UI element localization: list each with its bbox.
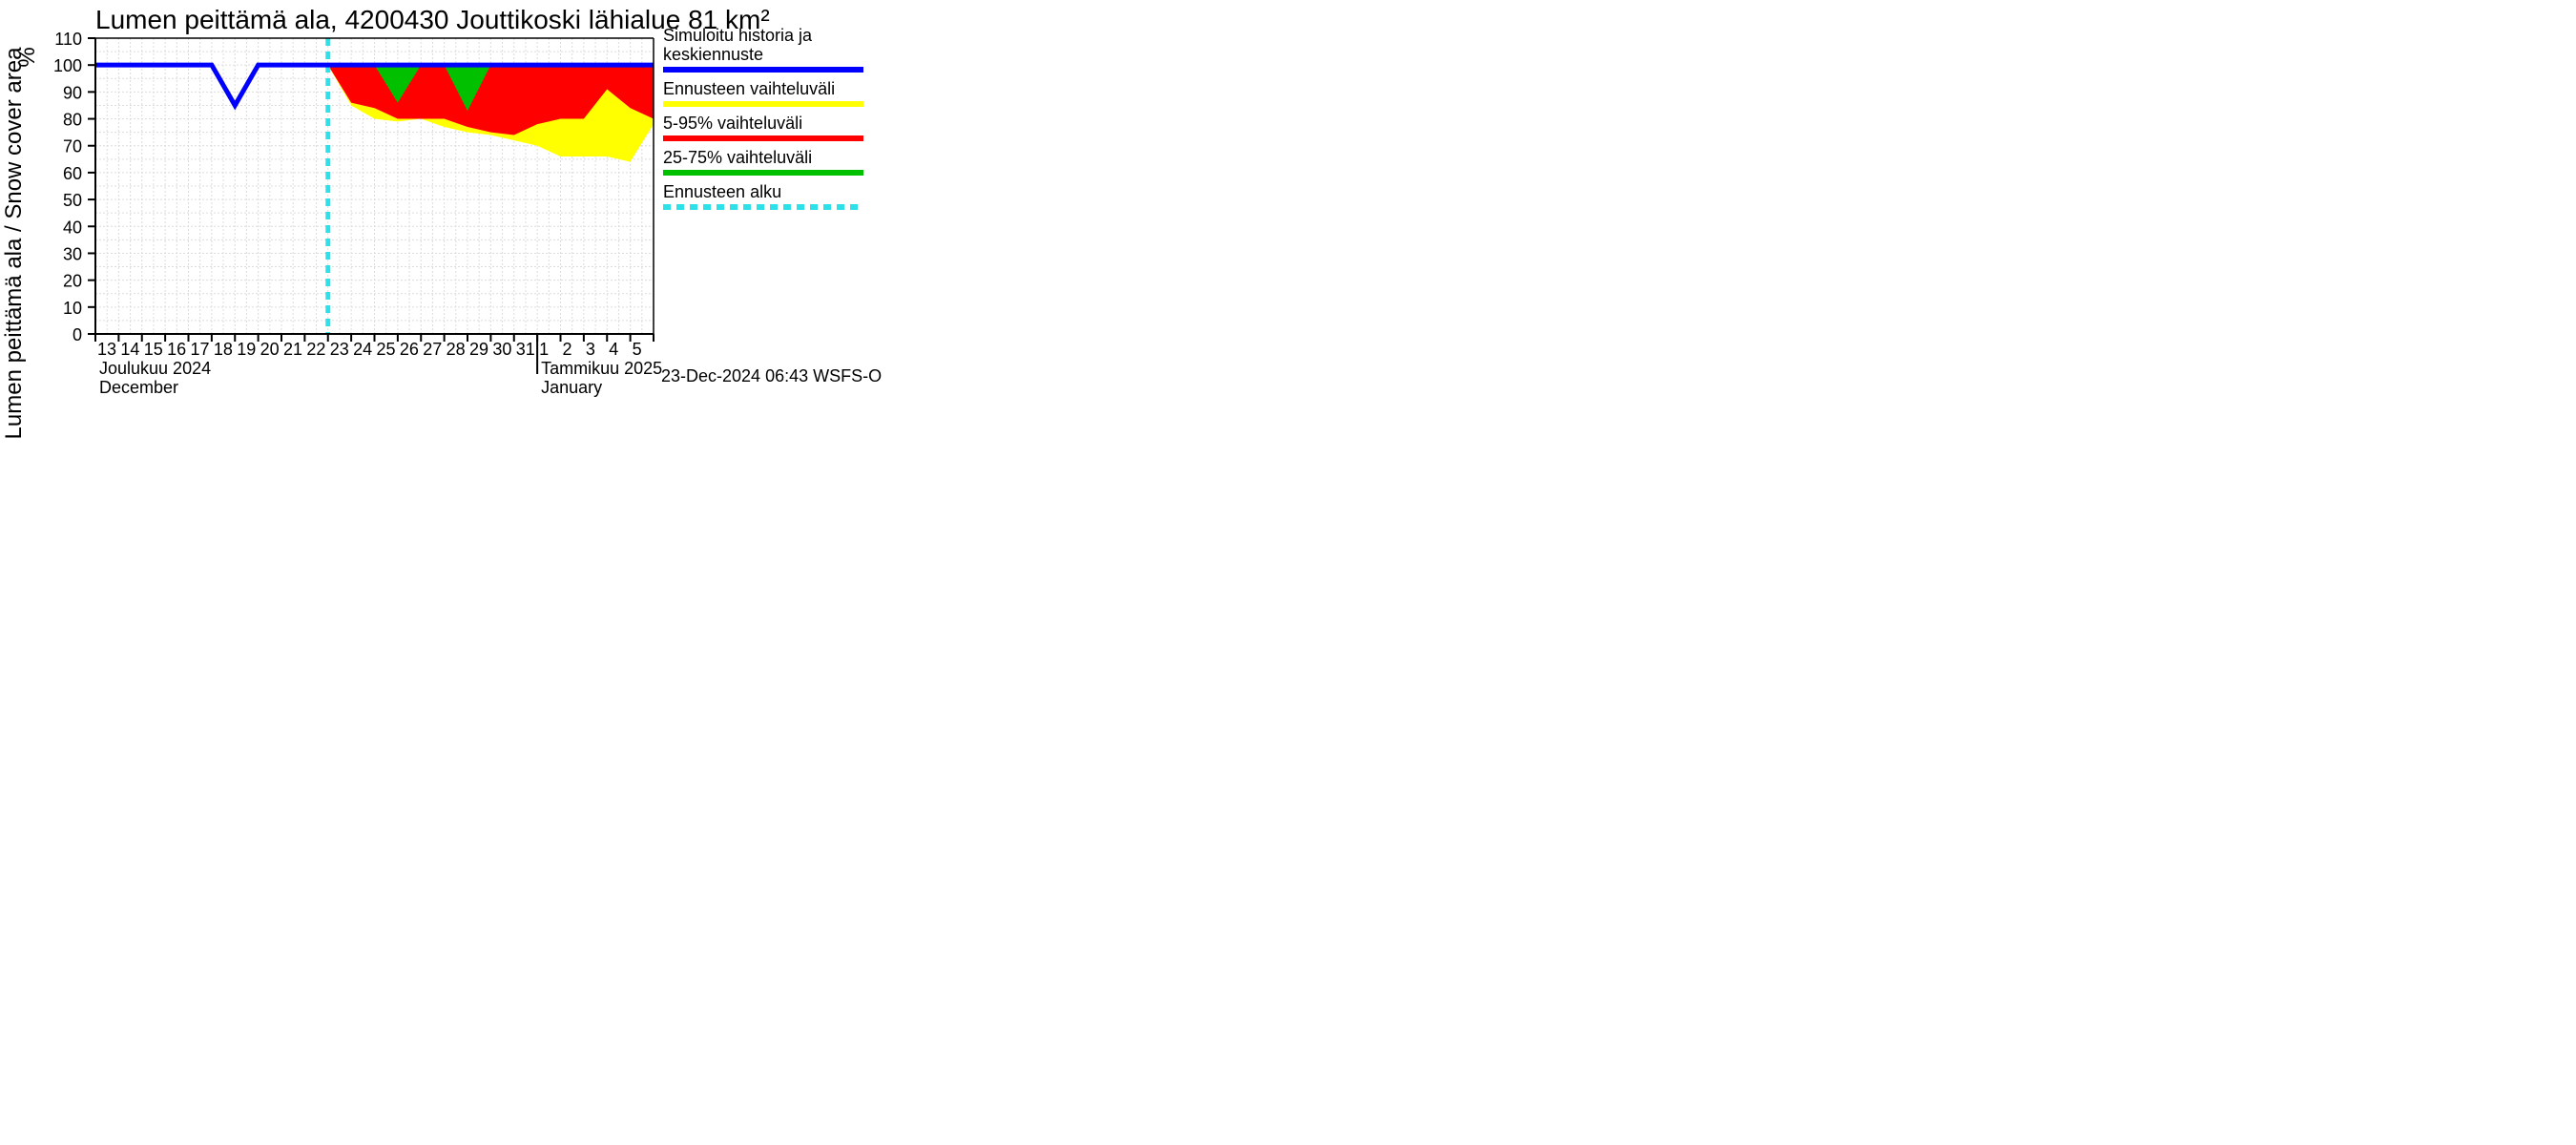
y-axis-label-2: % [14,47,40,67]
x-tick-label: 29 [469,340,488,359]
y-tick-label: 60 [63,164,82,183]
legend-label: Ennusteen vaihteluväli [663,79,835,98]
x-tick-label: 24 [353,340,372,359]
legend-label-2: keskiennuste [663,45,763,64]
snow-cover-chart: 0102030405060708090100110131415161718192… [0,0,1431,635]
x-tick-label: 26 [400,340,419,359]
x-tick-label: 15 [144,340,163,359]
x-tick-label: 17 [191,340,210,359]
y-tick-label: 0 [73,325,82,344]
y-tick-label: 40 [63,218,82,237]
chart-footer: 23-Dec-2024 06:43 WSFS-O [661,366,882,385]
legend-label: Ennusteen alku [663,182,781,201]
month-label-1: Joulukuu 2024 [99,359,211,378]
x-tick-label: 2 [563,340,572,359]
x-tick-label: 18 [214,340,233,359]
y-tick-label: 20 [63,272,82,291]
month-label-2: January [541,378,602,397]
x-tick-label: 19 [237,340,256,359]
x-tick-label: 4 [609,340,618,359]
y-tick-label: 100 [53,56,82,75]
y-tick-label: 90 [63,83,82,102]
x-tick-label: 5 [633,340,642,359]
y-tick-label: 10 [63,299,82,318]
x-tick-label: 23 [330,340,349,359]
x-tick-label: 28 [447,340,466,359]
month-label-2: December [99,378,178,397]
x-tick-label: 31 [516,340,535,359]
x-tick-label: 1 [539,340,549,359]
y-tick-label: 110 [54,30,82,49]
legend-label: Simuloitu historia ja [663,26,813,45]
y-tick-label: 30 [63,244,82,263]
x-tick-label: 27 [423,340,442,359]
y-tick-label: 50 [63,191,82,210]
x-tick-label: 25 [377,340,396,359]
legend-label: 25-75% vaihteluväli [663,148,812,167]
x-tick-label: 22 [306,340,325,359]
y-tick-label: 80 [63,111,82,130]
chart-svg: 0102030405060708090100110131415161718192… [0,0,1431,635]
x-tick-label: 16 [167,340,186,359]
y-tick-label: 70 [63,137,82,156]
x-tick-label: 14 [120,340,139,359]
x-tick-label: 3 [586,340,595,359]
y-axis-label-1: Lumen peittämä ala / Snow cover area [1,47,27,440]
x-tick-label: 20 [260,340,280,359]
x-tick-label: 30 [492,340,511,359]
x-tick-label: 21 [283,340,302,359]
month-label-1: Tammikuu 2025 [541,359,662,378]
legend-label: 5-95% vaihteluväli [663,114,802,133]
x-tick-label: 13 [97,340,116,359]
